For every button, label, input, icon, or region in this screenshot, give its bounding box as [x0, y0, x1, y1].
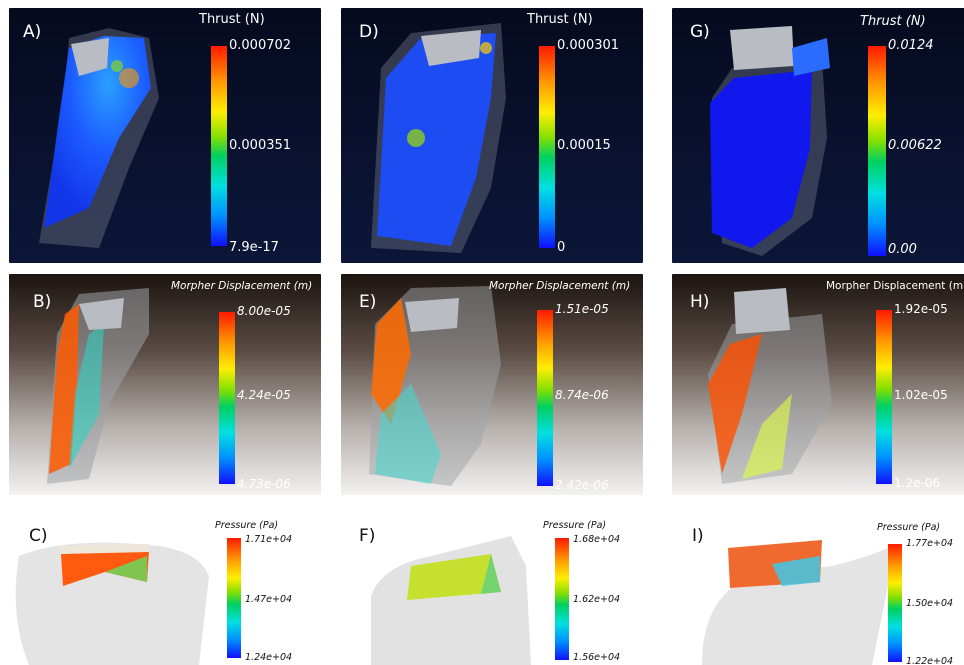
- colorbar-min-label: 4.73e-06: [237, 477, 291, 491]
- colorbar-mid-label: 0.00015: [557, 138, 611, 153]
- colorbar-min-label: 1.24e+04: [245, 652, 293, 663]
- colorbar-title: Pressure (Pa): [877, 522, 941, 533]
- colorbar-max-label: 1.77e+04: [906, 538, 954, 549]
- valve-model-c: [15, 542, 209, 665]
- panel-e: E) Morpher Displacement (m) 1.51e-05 8.7…: [341, 274, 643, 495]
- colorbar-mid-label: 0.000351: [229, 138, 292, 153]
- valve-model-b: [47, 288, 149, 484]
- colorbar-min-label: 1.2e-06: [894, 476, 941, 490]
- colorbar-max-label: 1.71e+04: [245, 534, 293, 545]
- colorbar: [539, 46, 555, 248]
- panel-label: E): [359, 292, 377, 312]
- panel-label: F): [359, 526, 376, 546]
- colorbar-max-label: 0.0124: [888, 38, 934, 53]
- panel-label: G): [690, 22, 710, 42]
- colorbar-max-label: 1.92e-05: [894, 302, 948, 316]
- valve-model-i: [702, 540, 892, 665]
- colorbar-min-label: 2.42e-06: [555, 478, 609, 492]
- panel-label: I): [692, 526, 704, 546]
- colorbar-mid-label: 1.47e+04: [245, 594, 293, 605]
- colorbar-max-label: 1.68e+04: [573, 534, 621, 545]
- panel-c: C) Pressure (Pa) 1.71e+04 1.47e+04 1.24e…: [9, 516, 321, 665]
- colorbar-max-label: 0.000301: [557, 38, 620, 53]
- colorbar-mid-label: 1.50e+04: [906, 598, 954, 609]
- colorbar-title: Morpher Displacement (m): [489, 280, 631, 292]
- panel-i: I) Pressure (Pa) 1.77e+04 1.50e+04 1.22e…: [672, 516, 964, 665]
- colorbar-title: Thrust (N): [199, 12, 265, 27]
- colorbar: [888, 544, 902, 662]
- colorbar-title: Pressure (Pa): [215, 520, 279, 531]
- colorbar-min-label: 0: [557, 240, 566, 255]
- panel-label: D): [359, 22, 379, 42]
- colorbar: [555, 538, 569, 660]
- panel-label: H): [690, 292, 710, 312]
- panel-f: F) Pressure (Pa) 1.68e+04 1.62e+04 1.56e…: [341, 516, 643, 665]
- panel-a: A) Thrust (N) 0.000702 0.000351 7.9e-17: [9, 8, 321, 263]
- colorbar-max-label: 1.51e-05: [555, 302, 609, 316]
- colorbar-mid-label: 0.00622: [888, 138, 942, 153]
- colorbar: [227, 538, 241, 658]
- colorbar: [868, 46, 886, 256]
- panel-d: D) Thrust (N) 0.000301 0.00015 0: [341, 8, 643, 263]
- colorbar-title: Morpher Displacement (m): [826, 280, 964, 292]
- valve-model-f: [371, 536, 531, 665]
- colorbar-mid-label: 1.62e+04: [573, 594, 621, 605]
- panel-g: G) Thrust (N) 0.0124 0.00622 0.00: [672, 8, 964, 263]
- colorbar: [219, 312, 235, 484]
- colorbar: [211, 46, 227, 246]
- colorbar: [537, 310, 553, 486]
- valve-model-a: [39, 28, 159, 248]
- colorbar-title: Thrust (N): [527, 12, 593, 27]
- panel-label: B): [33, 292, 52, 312]
- colorbar-mid-label: 4.24e-05: [237, 388, 291, 402]
- panel-b: B) Morpher Displacement (m) 8.00e-05 4.2…: [9, 274, 321, 495]
- valve-model-g: [710, 26, 830, 256]
- colorbar-max-label: 0.000702: [229, 38, 292, 53]
- valve-model-d: [371, 23, 506, 253]
- colorbar-min-label: 1.22e+04: [906, 656, 954, 665]
- valve-model-e: [369, 286, 501, 486]
- panel-h: H) Morpher Displacement (m) 1.92e-05 1.0…: [672, 274, 964, 495]
- colorbar-min-label: 7.9e-17: [229, 240, 279, 255]
- panel-label: A): [23, 22, 42, 42]
- colorbar: [876, 310, 892, 484]
- colorbar-title: Pressure (Pa): [543, 520, 607, 531]
- colorbar-max-label: 8.00e-05: [237, 304, 291, 318]
- colorbar-min-label: 0.00: [888, 242, 917, 257]
- colorbar-mid-label: 8.74e-06: [555, 388, 609, 402]
- valve-model-h: [708, 288, 832, 484]
- colorbar-mid-label: 1.02e-05: [894, 388, 948, 402]
- colorbar-title: Thrust (N): [860, 14, 926, 29]
- colorbar-min-label: 1.56e+04: [573, 652, 621, 663]
- panel-label: C): [29, 526, 48, 546]
- colorbar-title: Morpher Displacement (m): [171, 280, 313, 292]
